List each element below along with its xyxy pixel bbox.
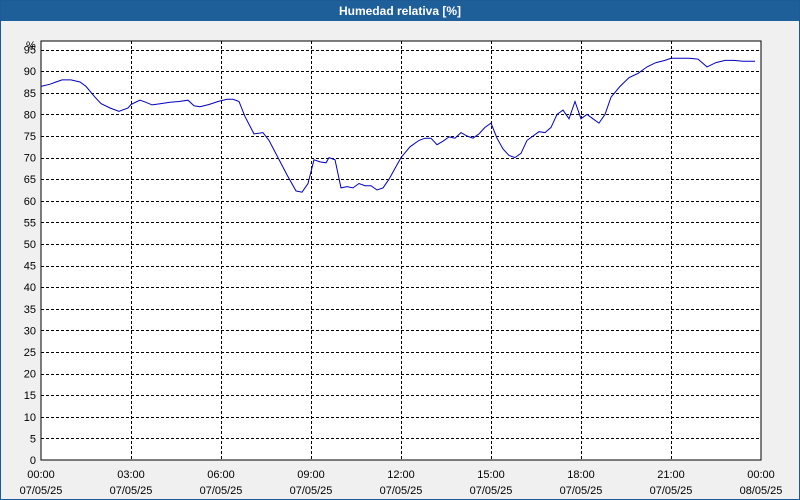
x-tick-date-label: 07/05/25	[650, 485, 693, 497]
x-tick-date-label: 07/05/25	[200, 485, 243, 497]
x-tick-date-label: 07/05/25	[20, 485, 63, 497]
x-tick-time-label: 18:00	[567, 469, 595, 481]
y-tick-label: 50	[24, 239, 36, 251]
x-tick-date-label: 07/05/25	[110, 485, 153, 497]
y-tick-label: 10	[24, 412, 36, 424]
y-tick-label: 95	[24, 45, 36, 57]
x-tick-time-label: 15:00	[477, 469, 505, 481]
x-tick-time-label: 00:00	[27, 469, 55, 481]
x-tick-date-label: 07/05/25	[470, 485, 513, 497]
y-tick-label: 65	[24, 174, 36, 186]
y-tick-label: 0	[30, 455, 36, 467]
x-tick-time-label: 00:00	[747, 469, 775, 481]
x-tick-date-label: 08/05/25	[740, 485, 783, 497]
y-tick-label: 90	[24, 66, 36, 78]
y-tick-label: 45	[24, 261, 36, 273]
x-tick-time-label: 09:00	[297, 469, 325, 481]
y-tick-label: 75	[24, 131, 36, 143]
y-tick-label: 80	[24, 109, 36, 121]
y-tick-label: 5	[30, 433, 36, 445]
x-tick-date-label: 07/05/25	[380, 485, 423, 497]
y-tick-label: 85	[24, 88, 36, 100]
x-tick-time-label: 21:00	[657, 469, 685, 481]
y-tick-label: 70	[24, 153, 36, 165]
x-tick-date-label: 07/05/25	[290, 485, 333, 497]
x-tick-date-label: 07/05/25	[560, 485, 603, 497]
x-tick-time-label: 12:00	[387, 469, 415, 481]
y-tick-label: 20	[24, 369, 36, 381]
series-line-humidity	[40, 57, 755, 193]
y-axis-unit-label: %	[26, 40, 36, 52]
y-tick-label: 35	[24, 304, 36, 316]
y-tick-label: 25	[24, 347, 36, 359]
plot-area	[40, 40, 762, 461]
y-axis-ticks: 0 5 10 15 20 25 30 35 40 45 50 55 60 65 70 75 80 85 90 95	[24, 45, 36, 467]
y-tick-label: 55	[24, 217, 36, 229]
x-tick-time-label: 03:00	[117, 469, 145, 481]
x-tick-time-label: 06:00	[207, 469, 235, 481]
y-tick-label: 60	[24, 196, 36, 208]
x-axis-ticks: 00:00 07/05/25 03:00 07/05/25 06:00 07/05/25 0…	[20, 469, 783, 497]
y-tick-label: 40	[24, 282, 36, 294]
chart-title: Humedad relativa [%]	[1, 1, 799, 21]
y-tick-label: 30	[24, 325, 36, 337]
y-tick-label: 15	[24, 390, 36, 402]
grid-lines	[41, 41, 761, 460]
